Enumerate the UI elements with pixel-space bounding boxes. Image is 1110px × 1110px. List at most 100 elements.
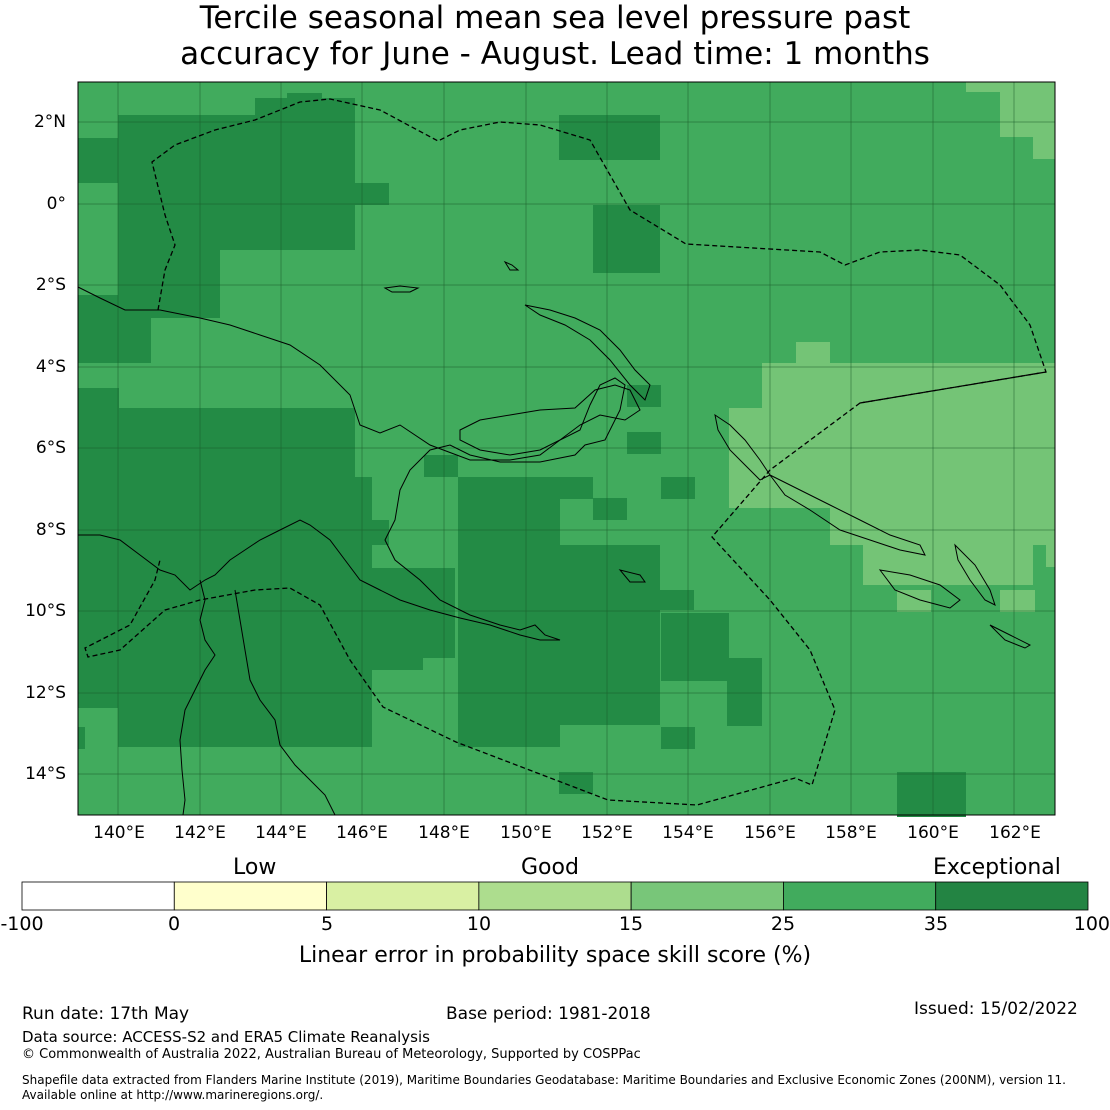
grid-cell-exceptional <box>661 477 695 499</box>
bougainville-coastline <box>714 413 771 481</box>
coastlines <box>77 260 1032 816</box>
png-eez-boundary <box>84 98 1047 806</box>
shapefile-credit-2: Available online at http://www.marinereg… <box>22 1088 324 1102</box>
solomon-islands-coastline <box>769 474 926 556</box>
grid-cell-exceptional <box>424 455 458 477</box>
graticule <box>78 82 1055 815</box>
louisiade-coastline <box>618 569 646 583</box>
base-period: Base period: 1981-2018 <box>446 1004 651 1024</box>
title-line-1: Tercile seasonal mean sea level pressure… <box>199 0 911 36</box>
grid-cell-exceptional <box>322 408 355 433</box>
grid-cell-exceptional <box>627 385 661 407</box>
grid-cell-exceptional <box>727 658 762 726</box>
grid-cell-exceptional <box>525 545 660 725</box>
lat-label: 6°S <box>35 438 66 458</box>
category-label-good: Good <box>521 855 579 880</box>
colorbar-tick: -100 <box>0 913 44 935</box>
grid-cell-exceptional <box>287 455 322 480</box>
lon-label: 162°E <box>989 823 1041 843</box>
lat-label: 2°N <box>33 112 66 132</box>
australia-cape-york-coastline <box>179 579 216 816</box>
data-source: Data source: ACCESS-S2 and ERA5 Climate … <box>22 1028 430 1046</box>
grid-cell-exceptional <box>661 613 729 681</box>
colorbar-tick: 25 <box>770 913 796 935</box>
lon-label: 146°E <box>336 823 388 843</box>
lon-label: 148°E <box>418 823 470 843</box>
colorbar-tick: 0 <box>167 913 181 935</box>
lat-label: 8°S <box>35 520 66 540</box>
grid-cell-exceptional <box>559 772 593 794</box>
lat-label: 4°S <box>35 357 66 377</box>
grid-cell-good <box>1000 590 1035 612</box>
lon-label: 144°E <box>255 823 307 843</box>
colorbar-segment <box>478 881 632 911</box>
map-title: Tercile seasonal mean sea level pressure… <box>0 0 1110 72</box>
colorbar-tick: 35 <box>923 913 949 935</box>
grid-cell-good <box>729 408 1055 508</box>
colorbar-tick: 5 <box>320 913 334 935</box>
grid-cell-good <box>1033 137 1055 159</box>
manus-coastline <box>383 285 420 293</box>
lon-label: 140°E <box>93 823 145 843</box>
lon-label: 158°E <box>825 823 877 843</box>
colorbar-segment <box>783 881 937 911</box>
lon-label: 150°E <box>500 823 552 843</box>
lon-label: 160°E <box>907 823 959 843</box>
grid-cell-exceptional <box>118 477 372 747</box>
grid-cell-exceptional <box>661 727 695 749</box>
grid-cell-exceptional <box>355 183 389 205</box>
title-line-2: accuracy for June - August. Lead time: 1… <box>180 36 930 72</box>
grid-cell-good <box>1046 545 1055 567</box>
colorbar-segment <box>935 881 1089 911</box>
lat-label: 2°S <box>35 275 66 295</box>
grid-cell-exceptional <box>660 590 694 610</box>
grid-cell-good <box>830 500 1055 545</box>
colorbar-tick: 100 <box>1073 913 1110 935</box>
lon-label: 156°E <box>744 823 796 843</box>
grid-cell-exceptional <box>559 115 660 160</box>
colorbar-segment <box>21 881 175 911</box>
grid-cell-exceptional <box>627 432 661 454</box>
grid-cell-exceptional <box>355 520 389 545</box>
solomon-malaita-coastline <box>954 543 996 606</box>
colorbar-tick: 10 <box>466 913 492 935</box>
colorbar <box>21 881 1089 911</box>
colorbar-segment <box>173 881 327 911</box>
grid-cell-exceptional <box>78 295 151 363</box>
category-label-exceptional: Exceptional <box>933 855 1061 880</box>
grid-cell-good <box>1000 82 1055 137</box>
grid-cell-exceptional <box>559 477 593 499</box>
grid-cell-exceptional <box>355 635 423 670</box>
new-britain-coastline <box>459 384 641 456</box>
skill-score-grid <box>78 82 1055 817</box>
makira-coastline <box>989 624 1032 649</box>
shapefile-credit-1: Shapefile data extracted from Flanders M… <box>22 1073 1066 1087</box>
lon-label: 154°E <box>662 823 714 843</box>
grid-cell-good <box>897 590 931 612</box>
lon-label: 142°E <box>174 823 226 843</box>
grid-cell-exceptional <box>593 205 660 273</box>
map-frame <box>77 81 1056 816</box>
lon-label: 152°E <box>581 823 633 843</box>
grid-cell-good <box>863 545 1033 585</box>
grid-cell-good <box>762 363 1055 408</box>
category-label-low: Low <box>233 855 277 880</box>
colorbar-title: Linear error in probability space skill … <box>298 943 812 968</box>
new-ireland-coastline <box>524 304 651 401</box>
grid-cell-exceptional <box>593 498 627 520</box>
colorbar-tick: 15 <box>618 913 644 935</box>
colorbar-segment <box>630 881 784 911</box>
lat-label: 14°S <box>25 764 66 784</box>
copyright: © Commonwealth of Australia 2022, Austra… <box>22 1047 641 1062</box>
grid-cell-exceptional <box>897 772 966 817</box>
lat-label: 0° <box>46 194 66 214</box>
grid-cell-good <box>796 342 830 364</box>
eez-boundaries <box>84 98 1047 806</box>
lat-label: 10°S <box>25 601 66 621</box>
run-date: Run date: 17th May <box>22 1004 190 1024</box>
australia-east-coastline <box>234 589 336 816</box>
new-guinea-coastline <box>77 286 626 641</box>
grid-cell-exceptional <box>78 727 85 749</box>
mussau-coastline <box>503 260 520 271</box>
